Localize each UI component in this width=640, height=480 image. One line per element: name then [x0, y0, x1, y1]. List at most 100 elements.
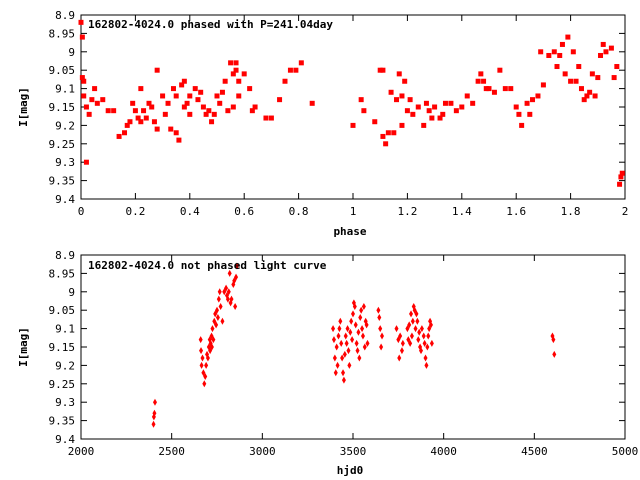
unphased-data-point — [217, 288, 222, 296]
unphased-data-point — [354, 339, 359, 347]
unphased-y-tick-label: 8.95 — [49, 267, 76, 280]
unphased-x-tick-label: 4500 — [521, 445, 548, 458]
unphased-data-point — [349, 317, 354, 325]
phased-data-point — [611, 75, 617, 81]
phased-data-point — [388, 89, 394, 95]
unphased-data-point — [216, 295, 221, 303]
unphased-y-tick-label: 9.05 — [49, 304, 76, 317]
unphased-x-axis-label: hjd0 — [337, 464, 364, 477]
phased-data-point — [573, 78, 579, 84]
phased-data-point — [154, 126, 160, 132]
unphased-data-point — [331, 325, 336, 333]
unphased-data-point — [414, 310, 419, 318]
phased-data-point — [83, 104, 89, 110]
phased-data-point — [554, 64, 560, 70]
unphased-y-tick-label: 9 — [68, 286, 75, 299]
phased-data-point — [410, 111, 416, 117]
phased-data-point — [483, 86, 489, 92]
unphased-data-point — [409, 310, 414, 318]
phased-data-point — [198, 89, 204, 95]
phased-x-tick-label: 1.4 — [452, 205, 472, 218]
unphased-data-point — [394, 325, 399, 333]
phased-data-point — [595, 75, 601, 81]
unphased-x-tick-label: 4000 — [430, 445, 457, 458]
phased-y-tick-label: 8.95 — [49, 27, 76, 40]
phased-data-point — [478, 71, 484, 77]
unphased-data-point — [346, 347, 351, 355]
unphased-data-point — [356, 328, 361, 336]
phased-data-point — [407, 97, 413, 103]
unphased-data-point — [424, 361, 429, 369]
phased-y-tick-label: 9.15 — [49, 101, 76, 114]
phased-data-point — [127, 119, 133, 125]
phased-data-point — [176, 137, 182, 143]
unphased-data-point — [360, 332, 365, 340]
phased-data-point — [173, 130, 179, 136]
phased-data-point — [538, 49, 544, 55]
unphased-data-point — [352, 303, 357, 311]
phased-data-point — [562, 71, 568, 77]
phased-data-point — [559, 41, 565, 47]
unphased-data-point — [204, 361, 209, 369]
phased-data-point — [105, 108, 111, 114]
unphased-data-point — [340, 354, 345, 362]
unphased-data-point — [400, 339, 405, 347]
unphased-data-point — [152, 409, 157, 417]
phased-data-point — [170, 86, 176, 92]
unphased-data-point — [423, 354, 428, 362]
phased-data-point — [619, 170, 625, 176]
unphased-data-point — [416, 336, 421, 344]
unphased-data-point — [343, 332, 348, 340]
phased-data-point — [383, 141, 389, 147]
unphased-y-tick-label: 9.35 — [49, 415, 76, 428]
phased-data-point — [263, 115, 269, 121]
phased-data-point — [423, 100, 429, 106]
unphased-data-point — [226, 288, 231, 296]
phased-data-point — [195, 97, 201, 103]
unphased-y-tick-label: 9.1 — [55, 323, 75, 336]
unphased-x-tick-label: 3500 — [340, 445, 367, 458]
phased-x-tick-label: 0.4 — [180, 205, 200, 218]
unphased-panel: 2000 2500 3000 3500 4000 4500 5000 8.9 8.95 9 9.05… — [17, 249, 638, 477]
phased-data-point — [415, 104, 421, 110]
phased-data-point — [86, 111, 92, 117]
phased-data-point — [584, 93, 590, 99]
unphased-data-point — [337, 325, 342, 333]
phased-data-point — [350, 122, 356, 128]
unphased-data-point — [376, 306, 381, 314]
phased-data-point — [508, 86, 514, 92]
phased-data-point — [576, 64, 582, 70]
unphased-data-point — [398, 332, 403, 340]
unphased-data-point — [357, 354, 362, 362]
phased-data-point — [502, 86, 508, 92]
phased-data-point — [94, 100, 100, 106]
phased-data-point — [249, 108, 255, 114]
unphased-data-point — [428, 321, 433, 329]
unphased-data-point — [378, 325, 383, 333]
phased-data-point — [252, 104, 258, 110]
unphased-title: 162802-4024.0 not phased light curve — [88, 259, 327, 272]
phased-data-point — [475, 78, 481, 84]
phased-data-point — [222, 78, 228, 84]
unphased-x-tick-label: 5000 — [612, 445, 639, 458]
unphased-data-point — [220, 317, 225, 325]
unphased-data-point — [227, 269, 232, 277]
unphased-data-point — [552, 350, 557, 358]
unphased-data-point — [429, 339, 434, 347]
phased-data-point — [230, 104, 236, 110]
phased-data-point — [116, 133, 122, 139]
phased-data-point — [79, 34, 85, 40]
unphased-data-point — [203, 372, 208, 380]
phased-y-tick-label: 9.3 — [55, 156, 75, 169]
phased-data-point — [598, 52, 604, 58]
phased-data-point — [277, 97, 283, 103]
unphased-data-point — [331, 336, 336, 344]
phased-data-point — [181, 104, 187, 110]
unphased-data-point — [350, 336, 355, 344]
unphased-data-point — [200, 354, 205, 362]
phased-data-point — [442, 100, 448, 106]
unphased-data-point — [358, 314, 363, 322]
phased-y-tick-label: 9.05 — [49, 64, 76, 77]
phased-data-point — [587, 89, 593, 95]
